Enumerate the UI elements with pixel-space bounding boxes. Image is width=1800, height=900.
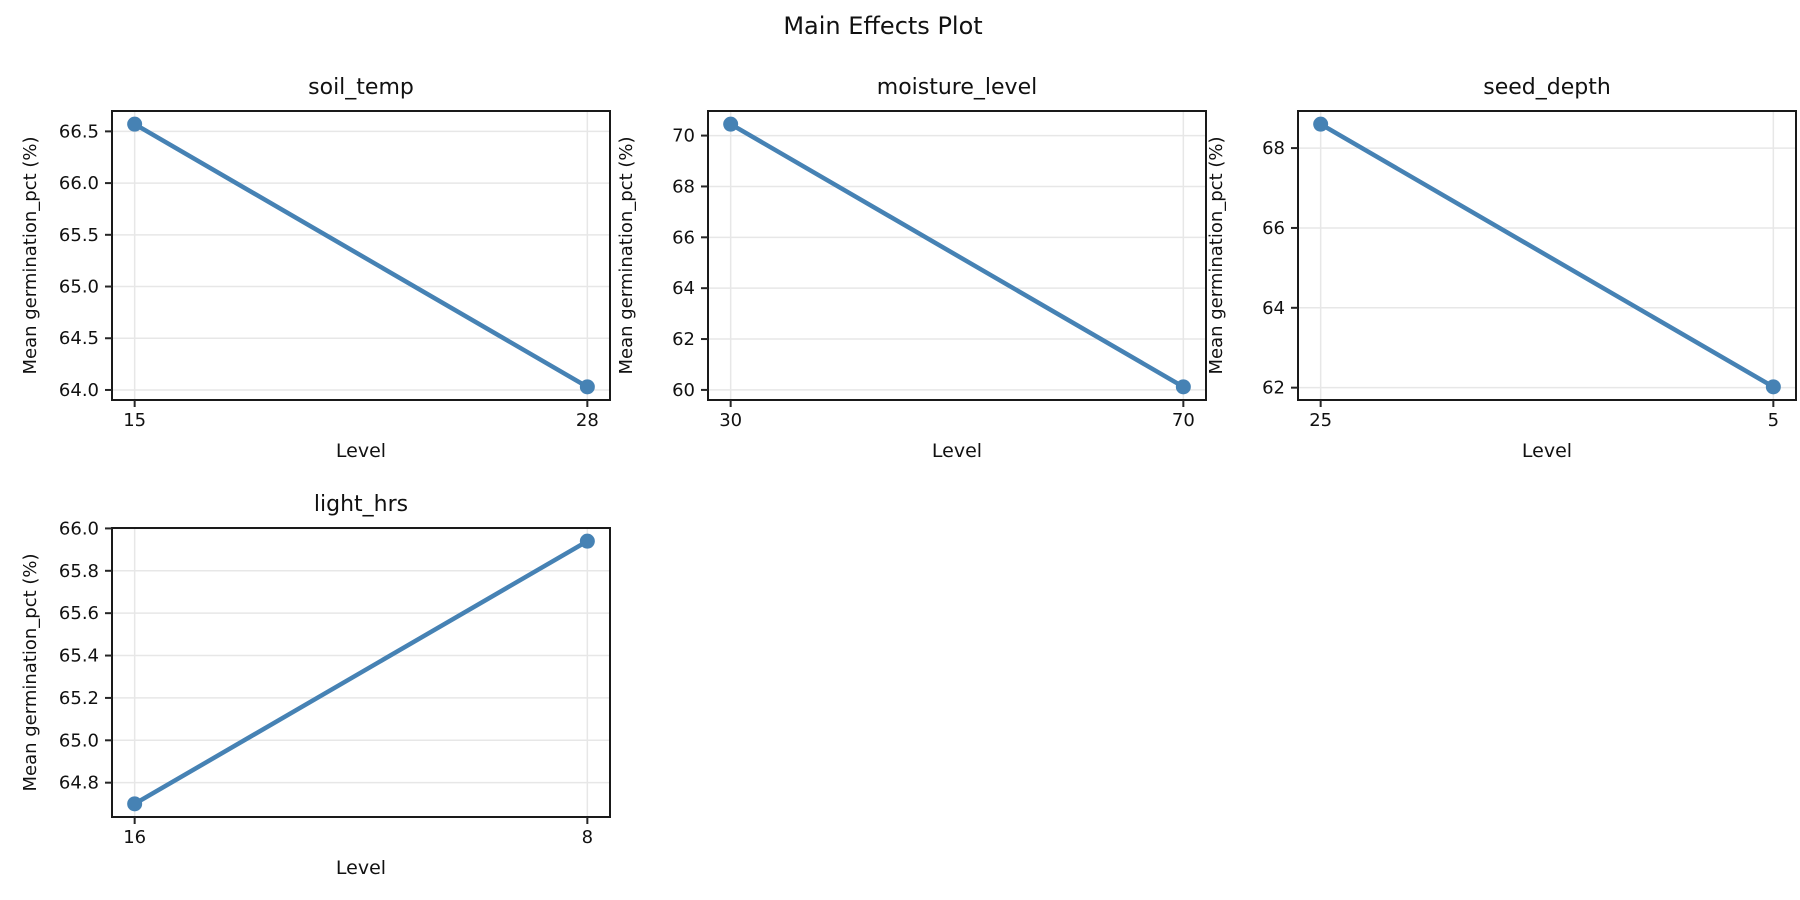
y-tick-label: 62 bbox=[672, 329, 695, 350]
axes-frame bbox=[1297, 110, 1797, 401]
x-tick-label: 5 bbox=[1768, 410, 1779, 431]
y-tick-label: 65.6 bbox=[59, 603, 99, 624]
y-tick-label: 66 bbox=[672, 227, 695, 248]
y-tick-label: 60 bbox=[672, 380, 695, 401]
subplot-title: moisture_level bbox=[877, 75, 1037, 100]
seed_depth-chart: 62 64 66 68 25 5 seed_depth Level Mean germinati… bbox=[1206, 75, 1797, 462]
x-axis-label: Level bbox=[336, 440, 386, 462]
data-point-marker bbox=[1313, 116, 1329, 132]
data-point-marker bbox=[579, 533, 595, 549]
axes-frame bbox=[111, 110, 611, 401]
soil_temp-chart: 64.0 64.5 65.0 65.5 66.0 66.5 15 28 soil_temp Lev… bbox=[20, 75, 611, 462]
y-tick-label: 62 bbox=[1262, 378, 1285, 399]
y-tick-label: 65.2 bbox=[59, 688, 99, 709]
y-tick-label: 66.5 bbox=[59, 121, 99, 142]
subplot-title: seed_depth bbox=[1483, 75, 1611, 100]
y-tick-label: 66 bbox=[1262, 218, 1285, 239]
data-point-marker bbox=[723, 116, 739, 132]
y-tick-label: 64 bbox=[1262, 298, 1285, 319]
y-tick-label: 64.8 bbox=[59, 773, 99, 794]
axes-frame bbox=[111, 527, 611, 818]
data-point-marker bbox=[1765, 379, 1781, 395]
subplot-title: soil_temp bbox=[308, 75, 414, 100]
data-point-marker bbox=[127, 116, 143, 132]
x-tick-label: 30 bbox=[719, 410, 742, 431]
y-tick-label: 65.0 bbox=[59, 277, 99, 298]
x-tick-label: 8 bbox=[582, 827, 593, 848]
y-tick-label: 66.0 bbox=[59, 518, 99, 539]
y-tick-label: 65.0 bbox=[59, 730, 99, 751]
moisture_level-chart: 60 62 64 66 68 70 30 70 moisture_level Level Mean … bbox=[616, 75, 1207, 462]
x-tick-label: 16 bbox=[123, 827, 146, 848]
y-axis-label: Mean germination_pct (%) bbox=[20, 553, 41, 791]
subplot-soil-temp: 64.0 64.5 65.0 65.5 66.0 66.5 15 28 soil_temp Lev… bbox=[12, 61, 612, 466]
y-axis-label: Mean germination_pct (%) bbox=[20, 136, 41, 374]
x-tick-label: 28 bbox=[576, 410, 599, 431]
x-axis-label: Level bbox=[1522, 440, 1572, 462]
y-tick-label: 64.5 bbox=[59, 328, 99, 349]
data-point-marker bbox=[1175, 379, 1191, 395]
y-tick-label: 66.0 bbox=[59, 173, 99, 194]
effect-line bbox=[132, 121, 590, 390]
axes-frame bbox=[707, 110, 1207, 401]
x-axis-label: Level bbox=[932, 440, 982, 462]
subplot-seed-depth: 62 64 66 68 25 5 seed_depth Level Mean germinati… bbox=[1198, 61, 1798, 466]
data-point-marker bbox=[127, 796, 143, 812]
figure-suptitle: Main Effects Plot bbox=[783, 12, 983, 40]
y-axis-label: Mean germination_pct (%) bbox=[1206, 136, 1227, 374]
effect-line bbox=[728, 121, 1186, 390]
subplot-title: light_hrs bbox=[314, 492, 408, 517]
x-tick-label: 25 bbox=[1309, 410, 1332, 431]
subplot-light-hrs: 64.8 65.0 65.2 65.4 65.6 65.8 66.0 16 8 light_hrs… bbox=[12, 478, 612, 883]
subplot-moisture-level: 60 62 64 66 68 70 30 70 moisture_level Level Mean … bbox=[608, 61, 1208, 466]
y-tick-label: 68 bbox=[672, 176, 695, 197]
effect-line bbox=[132, 538, 590, 807]
y-tick-label: 64.0 bbox=[59, 380, 99, 401]
x-tick-label: 15 bbox=[123, 410, 146, 431]
data-point-marker bbox=[579, 379, 595, 395]
y-tick-label: 68 bbox=[1262, 138, 1285, 159]
y-tick-label: 65.8 bbox=[59, 561, 99, 582]
y-tick-label: 65.5 bbox=[59, 225, 99, 246]
y-tick-label: 70 bbox=[672, 126, 695, 147]
y-axis-label: Mean germination_pct (%) bbox=[616, 136, 637, 374]
y-tick-label: 65.4 bbox=[59, 646, 99, 667]
effect-line bbox=[1318, 121, 1776, 390]
light_hrs-chart: 64.8 65.0 65.2 65.4 65.6 65.8 66.0 16 8 light_hrs… bbox=[20, 492, 611, 879]
y-tick-label: 64 bbox=[672, 278, 695, 299]
x-axis-label: Level bbox=[336, 857, 386, 879]
x-tick-label: 70 bbox=[1172, 410, 1195, 431]
